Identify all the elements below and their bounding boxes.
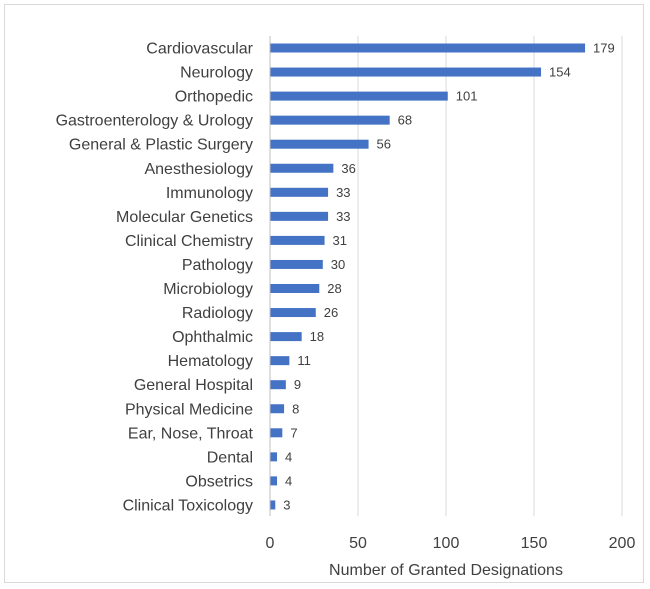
data-label: 30: [331, 257, 345, 272]
data-label: 7: [290, 425, 297, 440]
category-label: Ear, Nose, Throat: [128, 425, 254, 442]
category-label: Pathology: [182, 257, 253, 274]
category-label: Clinical Chemistry: [125, 233, 253, 250]
category-label: Radiology: [182, 305, 253, 322]
category-label: Clinical Toxicology: [123, 497, 253, 514]
category-label: Gastroenterology & Urology: [56, 113, 253, 130]
x-tick-labels: 0 50 100 150 200: [266, 535, 636, 552]
x-tick-label: 100: [433, 535, 460, 552]
bar: [270, 259, 323, 269]
bar: [270, 235, 325, 245]
category-label: Orthopedic: [175, 89, 253, 106]
x-tick-label: 200: [609, 535, 636, 552]
data-label: 101: [456, 89, 478, 104]
data-label: 33: [336, 209, 350, 224]
category-labels: Cardiovascular Neurology Orthopedic Gastroe…: [56, 41, 254, 515]
bar: [270, 404, 285, 414]
data-label: 9: [294, 377, 301, 392]
bar: [270, 500, 276, 510]
category-label: Ophthalmic: [172, 329, 253, 346]
category-label: Physical Medicine: [125, 401, 253, 418]
category-label: Dental: [207, 449, 253, 466]
data-label: 33: [336, 185, 350, 200]
data-label: 31: [333, 233, 347, 248]
data-label: 56: [377, 137, 391, 152]
category-label: General Hospital: [134, 377, 253, 394]
data-label: 8: [292, 401, 299, 416]
gridlines: [269, 36, 623, 516]
data-label: 11: [297, 353, 311, 368]
bar: [270, 284, 320, 293]
x-axis-title: Number of Granted Designations: [329, 562, 563, 579]
bar: [270, 308, 316, 318]
bar: [270, 211, 329, 221]
bar: [270, 91, 448, 101]
category-label: Immunology: [166, 185, 253, 202]
category-label: Hematology: [168, 353, 253, 370]
bar: [270, 380, 286, 390]
bar: [270, 356, 290, 366]
bar: [270, 139, 369, 149]
bars: [270, 43, 586, 510]
bar: [270, 187, 329, 197]
category-label: Neurology: [180, 65, 253, 82]
bar: [270, 428, 283, 438]
x-tick-label: 150: [521, 535, 548, 552]
category-label: Microbiology: [163, 281, 253, 298]
data-label: 154: [549, 65, 571, 80]
bar: [270, 67, 542, 77]
bar: [270, 476, 278, 486]
data-label: 4: [285, 449, 292, 464]
x-tick-label: 50: [349, 535, 367, 552]
data-label: 179: [593, 41, 615, 56]
data-label: 3: [283, 497, 290, 512]
category-label: Obsetrics: [185, 473, 253, 490]
category-label: Molecular Genetics: [116, 209, 253, 226]
x-tick-label: 0: [266, 535, 275, 552]
data-label: 18: [310, 329, 324, 344]
data-label: 26: [324, 305, 338, 320]
data-label: 68: [398, 113, 412, 128]
bar: [270, 115, 390, 125]
category-label: Cardiovascular: [146, 41, 253, 58]
data-label: 28: [327, 281, 341, 296]
bar: [270, 452, 278, 462]
bar: [270, 163, 334, 173]
bar: [270, 332, 302, 342]
category-label: Anesthesiology: [144, 161, 253, 178]
bar: [270, 43, 586, 53]
data-label: 4: [285, 473, 292, 488]
category-label: General & Plastic Surgery: [69, 137, 253, 154]
data-label: 36: [341, 161, 355, 176]
